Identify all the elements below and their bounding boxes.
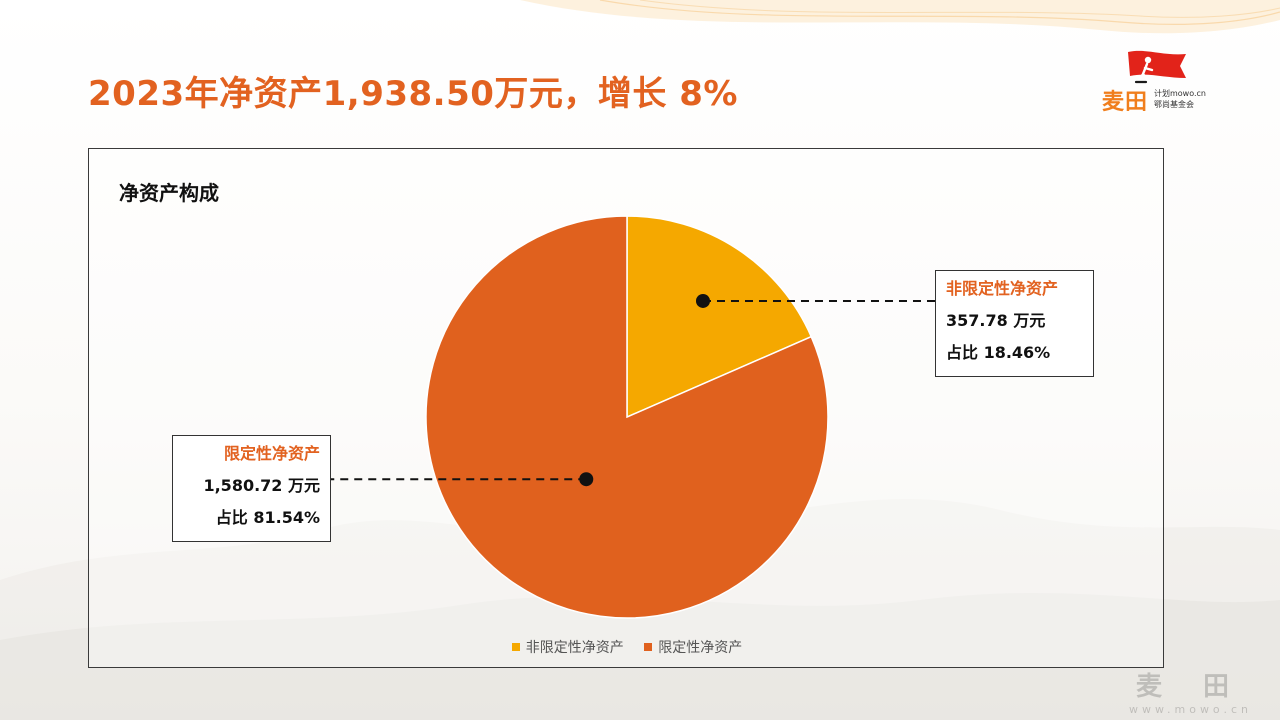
chart-legend: 非限定性净资产 限定性净资产 (89, 637, 1165, 657)
legend-label: 非限定性净资产 (525, 640, 624, 656)
callout-unrestricted: 非限定性净资产 357.78 万元 占比 18.46% (935, 270, 1094, 377)
flag-runner-icon (1128, 50, 1186, 84)
watermark: 麦 田 www.mowo.cn (1129, 666, 1252, 716)
watermark-url: www.mowo.cn (1129, 703, 1252, 716)
brand-tagline: 计划mowo.cn (1154, 89, 1206, 98)
decorative-swoosh (520, 0, 1280, 34)
callout-restricted: 限定性净资产 1,580.72 万元 占比 81.54% (172, 435, 331, 542)
callout-value: 357.78 万元 (946, 311, 1046, 330)
callout-category: 限定性净资产 (223, 444, 320, 463)
callout-percent: 占比 18.46% (946, 343, 1051, 362)
pie-slice-restricted (425, 215, 829, 619)
leader-dot (695, 293, 710, 308)
watermark-name: 麦 田 (1135, 672, 1246, 702)
leader-dot (579, 472, 594, 487)
legend-swatch (511, 643, 520, 651)
brand-name: 麦田 (1102, 90, 1149, 115)
pie-slice-unrestricted (626, 215, 813, 419)
page-title: 2023年净资产1,938.50万元，增长 8% (88, 74, 738, 114)
brand-foundation: 鄂尚基金会 (1154, 100, 1194, 109)
callout-category: 非限定性净资产 (946, 279, 1059, 298)
chart-title: 净资产构成 (119, 181, 219, 205)
legend-item-restricted: 限定性净资产 (644, 637, 742, 657)
legend-label: 限定性净资产 (658, 640, 743, 656)
legend-swatch (644, 643, 653, 651)
pie-chart (331, 215, 935, 619)
brand-logo: 麦田 计划mowo.cn 鄂尚基金会 (1102, 48, 1212, 115)
callout-value: 1,580.72 万元 (203, 476, 320, 495)
chart-panel: 净资产构成 非限定性净资产 357.78 万元 占比 18.46% 限定性净资产… (88, 148, 1164, 668)
legend-item-unrestricted: 非限定性净资产 (511, 637, 624, 657)
callout-percent: 占比 81.54% (215, 508, 320, 527)
